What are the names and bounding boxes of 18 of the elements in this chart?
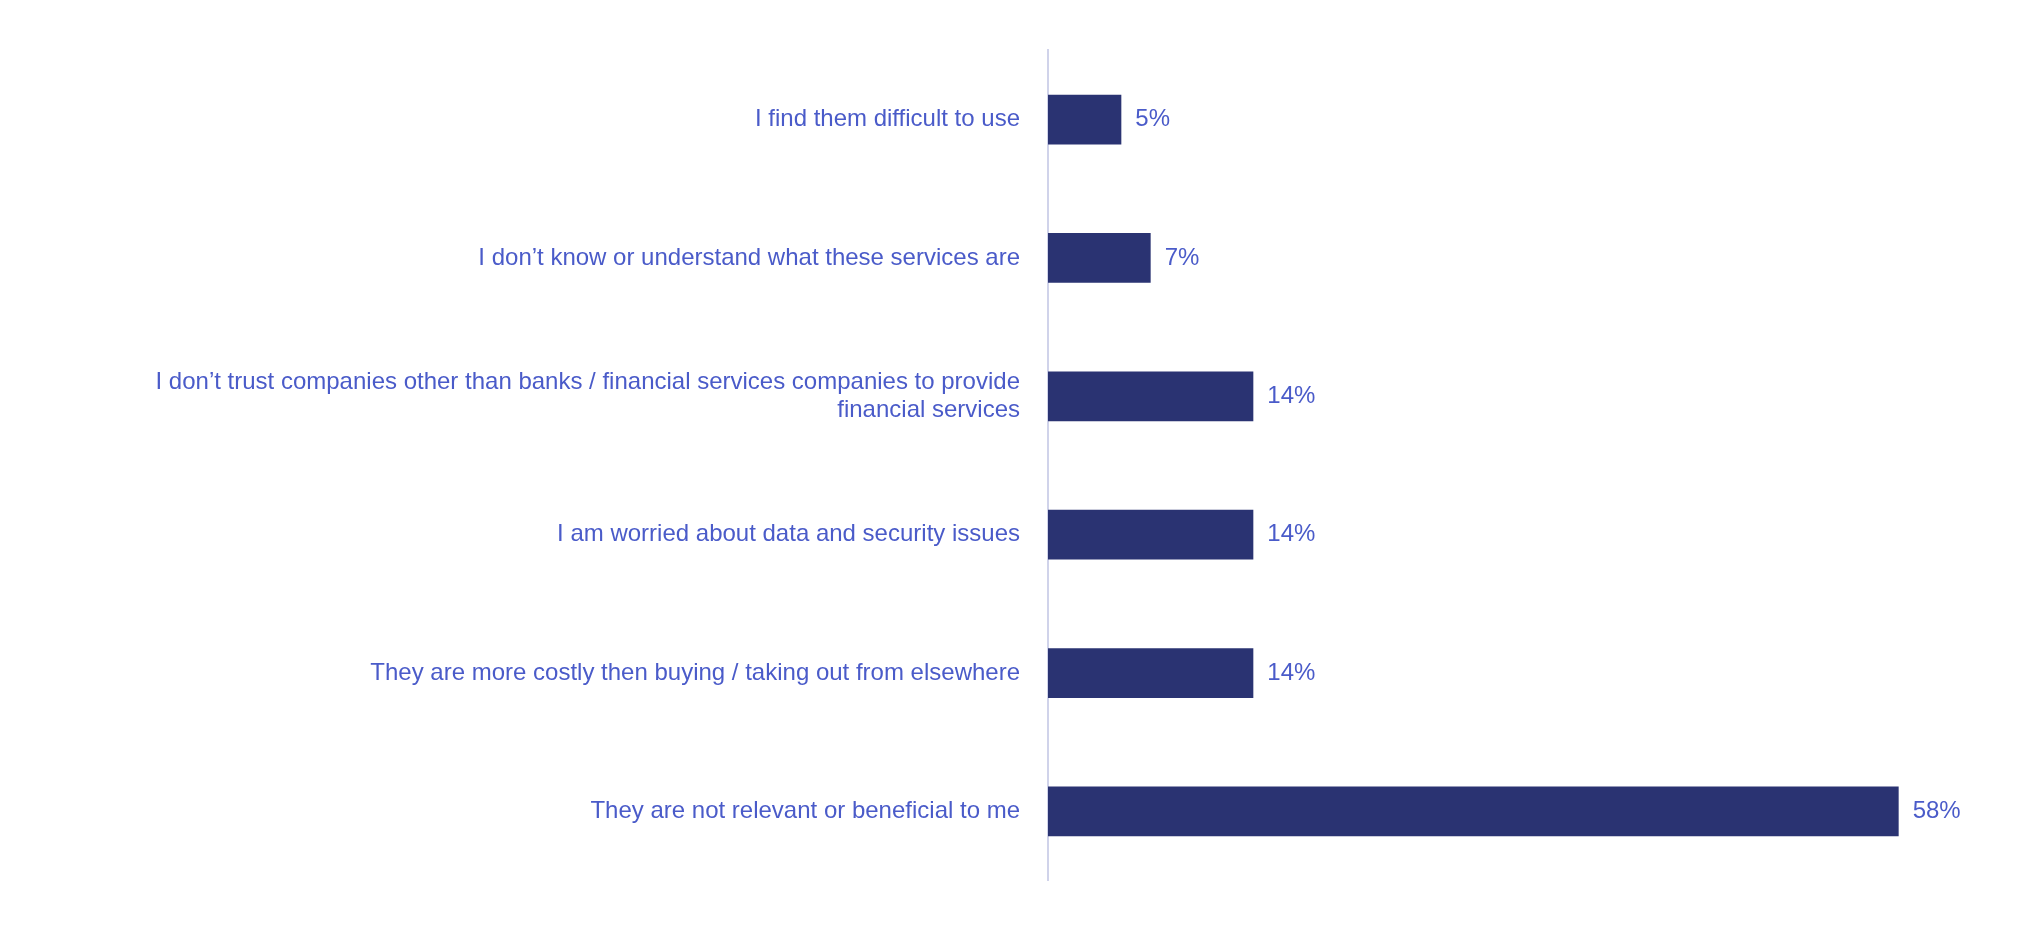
y-tick-label: I find them difficult to use [754,104,1020,132]
y-tick-label: They are not relevant or beneficial to me [590,796,1020,824]
bar [1048,371,1254,422]
bar [1048,94,1122,145]
bar [1048,786,1899,837]
data-label: 14% [1267,657,1316,685]
data-label: 5% [1135,104,1171,132]
bar [1048,233,1151,283]
data-label: 7% [1164,242,1200,270]
y-tick-label: They are more costly then buying / taking out from elsewhere [370,657,1020,685]
data-label: 14% [1267,380,1316,408]
bar [1048,648,1254,698]
y-tick-label: I don’t know or understand what these services are [478,242,1020,270]
y-tick-label: I don’t trust companies other than banks / financial services companies to provide financial services [155,366,1020,423]
bar [1048,509,1254,560]
data-label: 58% [1912,796,1961,824]
y-tick-label: I am worried about data and security issues [557,519,1020,547]
data-label: 14% [1267,519,1316,547]
